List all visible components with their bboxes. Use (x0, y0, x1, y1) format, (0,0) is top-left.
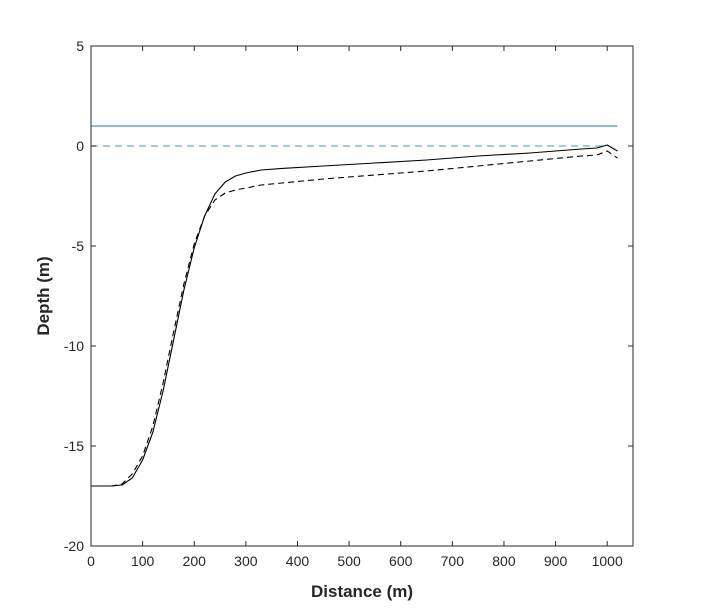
x-tick-label: 800 (492, 553, 516, 569)
profile-solid-line (91, 144, 618, 487)
x-tick-label: 900 (544, 553, 568, 569)
x-tick-label: 100 (131, 553, 155, 569)
x-tick-label: 1000 (592, 553, 623, 569)
plot-area (91, 125, 618, 487)
y-tick-label: -10 (64, 338, 84, 354)
y-tick-label: -20 (64, 538, 84, 554)
x-tick-label: 0 (87, 553, 95, 569)
x-tick-label: 700 (441, 553, 465, 569)
y-tick-label: -15 (64, 438, 84, 454)
y-tick-label: 0 (76, 138, 84, 154)
y-tick-label: 5 (76, 38, 84, 54)
x-tick-label: 400 (286, 553, 310, 569)
x-axis-ticks: 0 100 200 300 400 500 600 700 800 900 1000 (87, 46, 623, 569)
profile-dashed-line (91, 150, 618, 487)
axes-box (90, 45, 634, 547)
y-axis-ticks: 5 0 -5 -10 -15 -20 (64, 38, 633, 554)
y-axis-label: Depth (m) (34, 256, 53, 335)
x-tick-label: 200 (183, 553, 207, 569)
x-tick-label: 500 (337, 553, 361, 569)
x-axis-label: Distance (m) (311, 582, 413, 601)
x-tick-label: 300 (234, 553, 258, 569)
y-tick-label: -5 (72, 238, 85, 254)
x-tick-label: 600 (389, 553, 413, 569)
